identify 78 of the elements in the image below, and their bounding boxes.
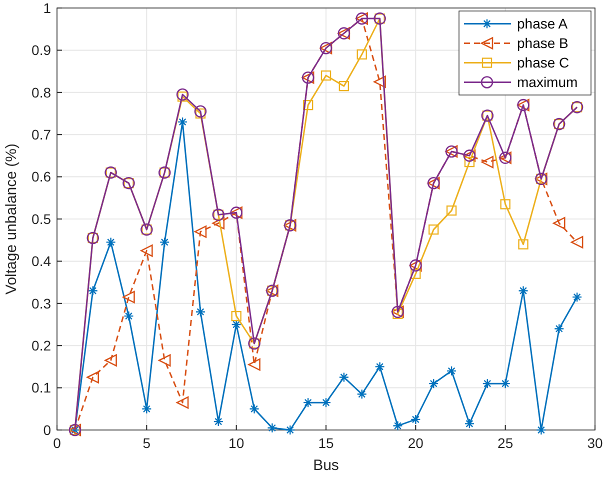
point (572, 292, 582, 302)
point (248, 358, 260, 371)
point (374, 76, 386, 88)
point (428, 224, 439, 235)
legend-label: phase C (517, 54, 570, 71)
x-tick-label: 30 (587, 435, 603, 451)
point (552, 217, 566, 230)
point (194, 105, 207, 118)
x-tick-label: 15 (318, 435, 334, 451)
y-tick-label: 0.8 (32, 84, 52, 100)
point (176, 88, 189, 101)
point (410, 268, 421, 279)
point (500, 199, 510, 210)
point (160, 237, 170, 248)
point (482, 378, 492, 389)
point (212, 217, 225, 230)
y-tick-label: 0.3 (32, 295, 52, 312)
x-axis-title: Bus (313, 457, 339, 474)
point (446, 205, 457, 216)
point (158, 354, 171, 367)
point (267, 422, 278, 433)
x-tick-label: 20 (408, 435, 424, 451)
point (338, 80, 350, 92)
y-tick-label: 0.6 (32, 168, 52, 185)
point (500, 378, 510, 389)
point (140, 244, 153, 257)
point (518, 286, 528, 296)
point (177, 92, 188, 102)
point (464, 418, 475, 429)
point (570, 236, 584, 248)
point (410, 414, 421, 425)
point (176, 396, 189, 409)
point (320, 70, 332, 81)
point (464, 156, 475, 168)
point (194, 226, 207, 238)
point (374, 362, 385, 372)
point (481, 156, 494, 168)
point (231, 310, 242, 322)
point (338, 372, 350, 382)
point (124, 310, 134, 322)
x-tick-label: 25 (498, 435, 514, 451)
point (122, 290, 135, 304)
point (392, 420, 403, 431)
x-tick-label: 0 (53, 435, 62, 451)
point (302, 397, 314, 408)
y-tick-label: 1 (43, 0, 52, 16)
point (446, 366, 457, 376)
point (104, 354, 117, 367)
legend-label: phase B (517, 35, 568, 52)
point (88, 286, 98, 296)
point (320, 397, 332, 408)
y-tick-label: 0.7 (32, 126, 52, 142)
point (106, 237, 116, 248)
y-axis-title: Voltage unbalance (%) (3, 144, 20, 294)
y-tick-label: 0.5 (32, 210, 52, 227)
point (356, 389, 367, 400)
x-tick-label: 10 (228, 435, 244, 451)
point (195, 108, 206, 119)
y-tick-label: 0.9 (32, 42, 52, 58)
y-tick-label: 0 (43, 422, 52, 438)
point (536, 424, 546, 436)
y-tick-label: 0.4 (32, 253, 52, 270)
point (356, 49, 367, 60)
point (554, 324, 564, 334)
point (518, 239, 528, 250)
legend-label: phase A (517, 16, 568, 32)
legend-label: maximum (517, 74, 578, 90)
x-tick-label: 5 (142, 435, 151, 451)
point (428, 378, 439, 389)
y-tick-label: 0.2 (32, 338, 52, 354)
point (195, 306, 206, 317)
point (392, 308, 403, 320)
point (285, 424, 296, 436)
point (302, 100, 314, 110)
point (142, 404, 152, 414)
point (249, 404, 260, 414)
point (86, 371, 100, 384)
y-tick-label: 0.1 (32, 380, 52, 396)
